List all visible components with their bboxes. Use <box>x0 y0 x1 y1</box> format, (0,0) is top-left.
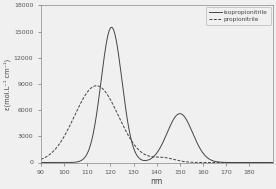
Legend: isopropionitrile, propionitrile: isopropionitrile, propionitrile <box>206 7 271 25</box>
isopropionitrile <box>78 160 81 163</box>
propionitrile <box>34 160 38 162</box>
isopropionitrile <box>34 161 38 164</box>
isopropionitrile <box>63 161 66 164</box>
propionitrile <box>63 135 66 137</box>
isopropionitrile <box>140 159 144 161</box>
Line: isopropionitrile: isopropionitrile <box>36 27 276 163</box>
isopropionitrile <box>110 26 113 28</box>
propionitrile <box>95 85 98 87</box>
isopropionitrile <box>251 161 254 164</box>
Y-axis label: ε(mol.L⁻¹ cm⁻¹): ε(mol.L⁻¹ cm⁻¹) <box>4 58 11 110</box>
propionitrile <box>251 161 254 164</box>
X-axis label: nm: nm <box>151 177 163 186</box>
isopropionitrile <box>130 139 133 142</box>
propionitrile <box>78 105 81 107</box>
Line: propionitrile: propionitrile <box>36 86 276 163</box>
propionitrile <box>140 152 144 154</box>
propionitrile <box>130 139 133 142</box>
